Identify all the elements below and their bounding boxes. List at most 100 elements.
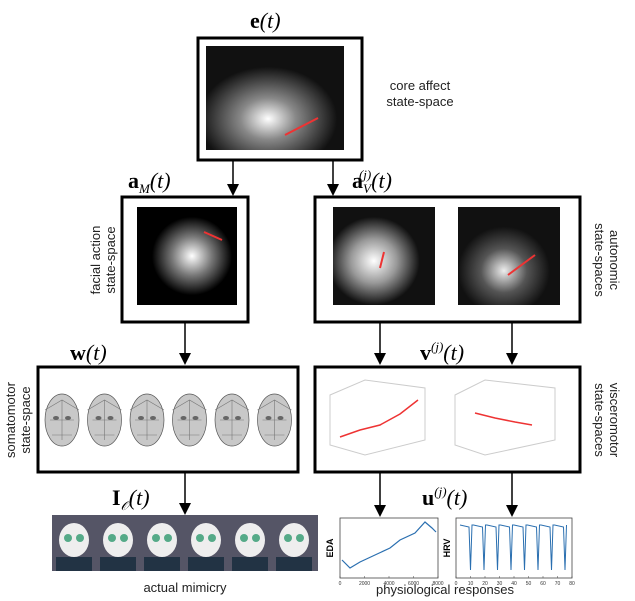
eye xyxy=(223,416,229,420)
x-tick-label: 0 xyxy=(339,581,342,587)
symbol-label: aV(j)(t) xyxy=(352,167,392,196)
x-tick-label: 2000 xyxy=(359,581,370,587)
face-mesh xyxy=(214,399,250,440)
x-tick-label: 4000 xyxy=(383,581,394,587)
eye xyxy=(76,534,84,542)
symbol-label: w(t) xyxy=(70,340,107,365)
hrv-curve xyxy=(459,524,567,571)
robot-body xyxy=(56,557,92,571)
symbol-label: I𝒪(t) xyxy=(112,485,150,513)
x-tick-label: 60 xyxy=(540,581,546,587)
caption: state-space xyxy=(103,226,118,293)
robot-body xyxy=(188,557,224,571)
mimicry-strip xyxy=(52,515,318,571)
trajectory xyxy=(379,251,385,269)
eye xyxy=(180,416,187,420)
robot-head xyxy=(103,523,133,557)
eye xyxy=(150,416,156,420)
autonomic-heatmap xyxy=(458,207,560,305)
argument: (t) xyxy=(86,340,107,365)
robots xyxy=(56,523,312,571)
eye xyxy=(192,416,199,420)
y-axis-label: EDA xyxy=(325,538,335,558)
symbol: w xyxy=(70,340,86,365)
superscript: (j) xyxy=(434,484,446,499)
caption: facial action xyxy=(88,226,103,295)
eda-curve xyxy=(341,521,437,569)
eye xyxy=(296,534,304,542)
eye xyxy=(95,416,102,420)
caption: state-spaces xyxy=(592,223,607,297)
eye xyxy=(252,534,260,542)
symbol: a xyxy=(128,168,139,193)
symbol-label: aM(t) xyxy=(128,168,171,196)
core-heatmap xyxy=(206,46,344,150)
argument: (t) xyxy=(447,485,468,510)
trajectory xyxy=(203,231,223,241)
eye xyxy=(65,416,71,420)
eye xyxy=(240,534,248,542)
visceromotor-box xyxy=(313,365,582,474)
trajectory xyxy=(284,117,319,136)
robot-head xyxy=(191,523,221,557)
somatomotor-box xyxy=(36,365,300,474)
caption: autonomic xyxy=(607,230,622,290)
eye xyxy=(196,534,204,542)
robot-body xyxy=(276,557,312,571)
robot-head xyxy=(235,523,265,557)
robot-head xyxy=(59,523,89,557)
symbol: e xyxy=(250,8,260,33)
facial-heatmap xyxy=(137,207,237,305)
eye xyxy=(235,416,241,420)
x-tick-label: 80 xyxy=(569,581,575,587)
caption: physiological responses xyxy=(376,582,515,597)
robot-head xyxy=(147,523,177,557)
caption: state-spaces xyxy=(592,383,607,457)
argument: (t) xyxy=(371,168,392,193)
robot-head xyxy=(279,523,309,557)
symbol-label: u(j)(t) xyxy=(422,484,467,510)
argument: (t) xyxy=(129,485,150,510)
trajectory xyxy=(474,412,533,426)
hrv-plot xyxy=(455,517,573,579)
face-mesh xyxy=(44,399,80,440)
eye xyxy=(208,534,216,542)
faces xyxy=(44,393,292,447)
trajectory xyxy=(339,399,419,438)
symbol: a xyxy=(352,168,363,193)
trajectory xyxy=(507,254,536,276)
caption: state-space xyxy=(18,386,33,453)
robot-body xyxy=(232,557,268,571)
eye xyxy=(53,416,59,420)
caption: actual mimicry xyxy=(143,580,227,595)
eye xyxy=(108,534,116,542)
symbol-label: e(t) xyxy=(250,8,281,33)
x-tick-label: 70 xyxy=(555,581,561,587)
symbol: u xyxy=(422,485,434,510)
face-mesh xyxy=(172,399,207,440)
eye xyxy=(120,534,128,542)
x-tick-label: 40 xyxy=(511,581,517,587)
eye xyxy=(138,416,144,420)
caption: visceromotor xyxy=(607,383,622,458)
robot-body xyxy=(144,557,180,571)
eye xyxy=(265,416,272,420)
x-tick-label: 10 xyxy=(468,581,474,587)
eye xyxy=(277,416,284,420)
argument: (t) xyxy=(260,8,281,33)
symbol-label: v(j)(t) xyxy=(420,339,464,365)
superscript: (j) xyxy=(359,167,371,182)
robot-body xyxy=(100,557,136,571)
argument: (t) xyxy=(443,340,464,365)
eye xyxy=(107,416,114,420)
caption: somatomotor xyxy=(3,381,18,458)
x-tick-label: 6000 xyxy=(408,581,419,587)
face-mesh xyxy=(257,399,292,440)
symbol: v xyxy=(420,340,431,365)
x-tick-label: 50 xyxy=(526,581,532,587)
x-tick-label: 20 xyxy=(482,581,488,587)
visceromotor-plot xyxy=(329,379,556,456)
symbol: I xyxy=(112,485,121,510)
eye xyxy=(152,534,160,542)
